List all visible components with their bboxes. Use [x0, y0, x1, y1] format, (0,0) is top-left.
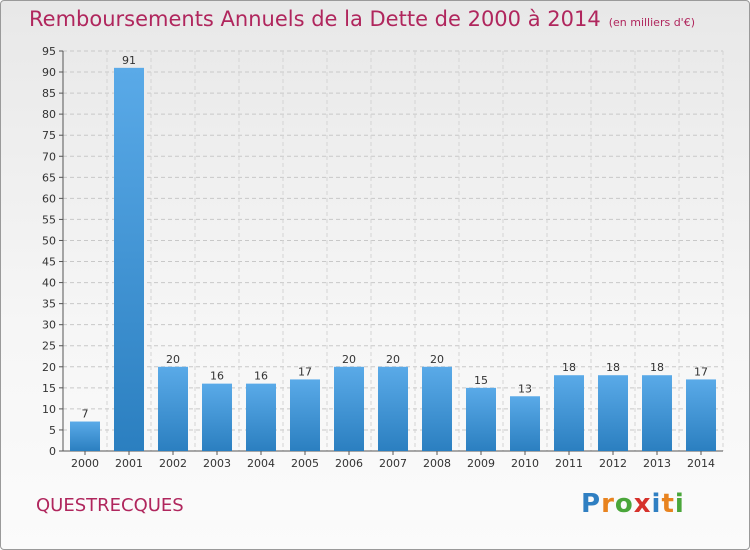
y-tick-label: 70 — [42, 150, 56, 163]
bar — [158, 366, 188, 451]
x-tick-label: 2004 — [247, 457, 275, 470]
y-tick-label: 85 — [42, 87, 56, 100]
data-label: 20 — [166, 353, 180, 366]
data-label: 20 — [430, 353, 444, 366]
y-tick-label: 5 — [49, 424, 56, 437]
y-tick-label: 80 — [42, 108, 56, 121]
data-label: 18 — [650, 361, 664, 374]
y-tick-label: 25 — [42, 340, 56, 353]
bar — [510, 396, 540, 451]
data-label: 16 — [254, 370, 268, 383]
data-label: 20 — [342, 353, 356, 366]
y-tick-label: 95 — [42, 45, 56, 58]
data-label: 20 — [386, 353, 400, 366]
y-tick-label: 45 — [42, 256, 56, 269]
data-label: 18 — [562, 361, 576, 374]
y-tick-label: 40 — [42, 277, 56, 290]
x-tick-label: 2010 — [511, 457, 539, 470]
x-tick-label: 2000 — [71, 457, 99, 470]
bar — [598, 375, 628, 451]
data-label: 7 — [82, 408, 89, 421]
x-tick-label: 2005 — [291, 457, 319, 470]
bar — [642, 375, 672, 451]
bar — [202, 383, 232, 451]
y-tick-label: 35 — [42, 298, 56, 311]
x-tick-label: 2012 — [599, 457, 627, 470]
x-tick-label: 2003 — [203, 457, 231, 470]
bar — [290, 379, 320, 451]
y-tick-label: 30 — [42, 319, 56, 332]
y-tick-label: 60 — [42, 192, 56, 205]
y-tick-label: 15 — [42, 382, 56, 395]
data-label: 16 — [210, 370, 224, 383]
y-tick-label: 75 — [42, 129, 56, 142]
bar — [378, 366, 408, 451]
town-name: QUESTRECQUES — [36, 495, 184, 516]
y-tick-label: 10 — [42, 403, 56, 416]
y-tick-label: 55 — [42, 213, 56, 226]
bar — [334, 366, 364, 451]
bar — [422, 366, 452, 451]
y-tick-label: 65 — [42, 171, 56, 184]
x-tick-label: 2007 — [379, 457, 407, 470]
x-tick-label: 2001 — [115, 457, 143, 470]
y-tick-label: 90 — [42, 66, 56, 79]
bar — [70, 421, 100, 451]
data-label: 17 — [694, 365, 708, 378]
data-label: 13 — [518, 382, 532, 395]
data-label: 17 — [298, 365, 312, 378]
y-tick-label: 0 — [49, 445, 56, 458]
chart-subtitle: (en milliers d'€) — [608, 16, 695, 29]
x-tick-label: 2011 — [555, 457, 583, 470]
bar-layer — [70, 67, 716, 451]
data-label: 91 — [122, 54, 136, 67]
bar — [686, 379, 716, 451]
x-tick-label: 2008 — [423, 457, 451, 470]
bar — [114, 67, 144, 451]
data-label: 18 — [606, 361, 620, 374]
y-tick-label: 50 — [42, 234, 56, 247]
bar — [466, 387, 496, 451]
bar — [246, 383, 276, 451]
x-tick-label: 2009 — [467, 457, 495, 470]
x-tick-label: 2013 — [643, 457, 671, 470]
label-layer: 7 91 20 16 16 17 20 20 20 15 13 18 18 18 17 — [82, 54, 709, 421]
x-tick-label: 2002 — [159, 457, 187, 470]
chart-title-text: Remboursements Annuels de la Dette de 20… — [29, 7, 601, 31]
bar — [554, 375, 584, 451]
x-tick-label: 2006 — [335, 457, 363, 470]
chart-title: Remboursements Annuels de la Dette de 20… — [29, 7, 695, 31]
data-label: 15 — [474, 374, 488, 387]
proxiti-logo: Proxiti — [581, 489, 685, 519]
y-tick-label: 20 — [42, 361, 56, 374]
x-tick-label: 2014 — [687, 457, 715, 470]
